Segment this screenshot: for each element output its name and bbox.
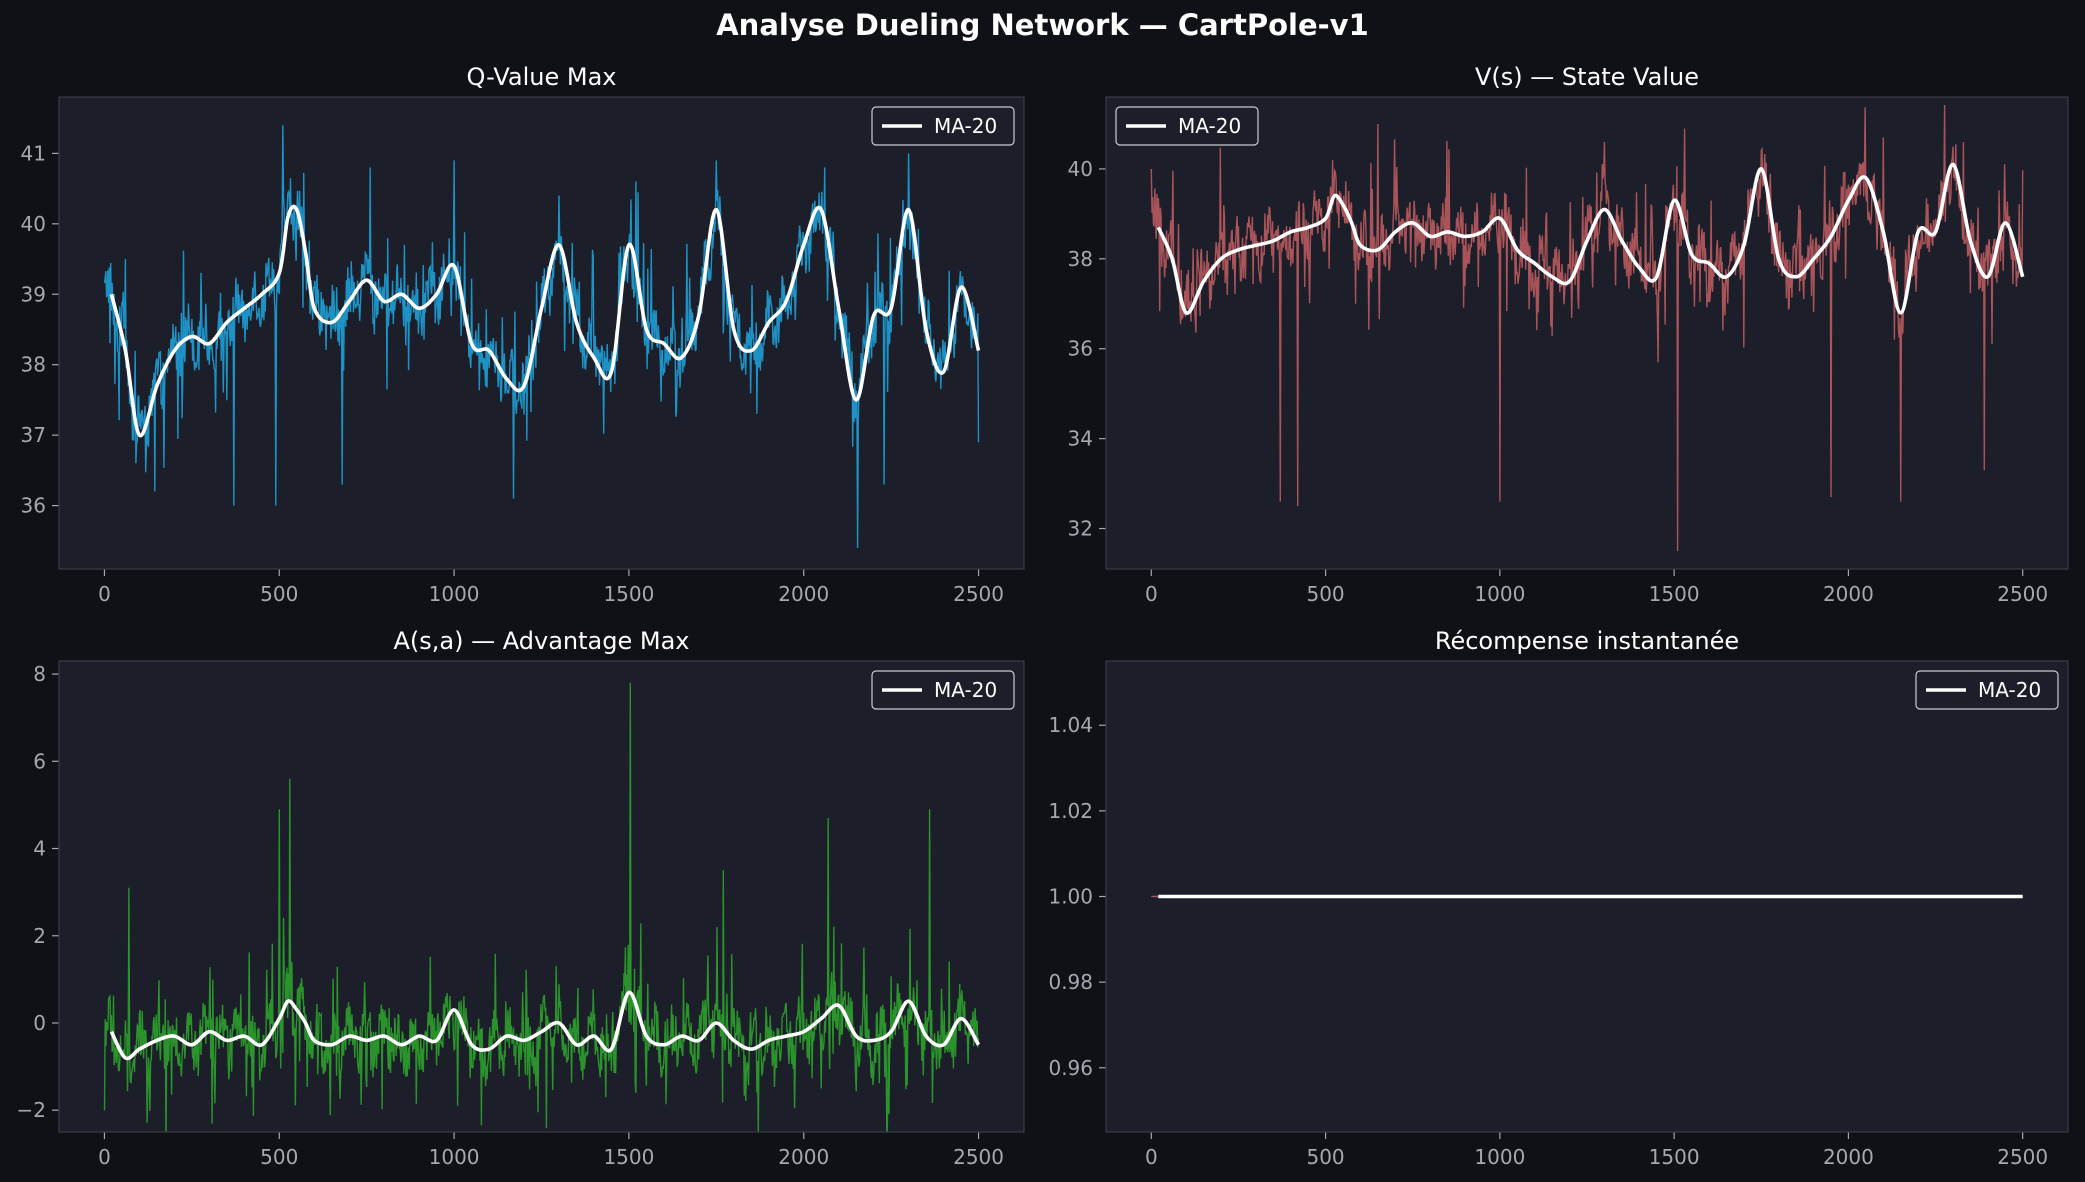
chart-q-value-max: Q-Value Max 0 500 1000 1500 2000 2500 36 37 38 39 4… xyxy=(21,63,1025,606)
chart-v-s-state-value: V(s) — State Value 0 500 1000 1500 2000 2500 32… xyxy=(1068,63,2069,606)
legend-label: MA-20 xyxy=(1978,678,2041,702)
x-tick-label: 2500 xyxy=(953,582,1004,606)
x-tick-label: 1000 xyxy=(429,1145,480,1169)
y-tick-label: 32 xyxy=(1068,517,1093,541)
series-group xyxy=(103,125,981,548)
legend-box xyxy=(871,106,1015,146)
y-tick-label: 8 xyxy=(33,662,46,686)
chart-title: Q-Value Max xyxy=(467,63,617,91)
y-tick-label: 38 xyxy=(21,353,46,377)
x-tick-label: 0 xyxy=(98,582,111,606)
plot-area xyxy=(1106,97,2068,569)
legend-label: MA-20 xyxy=(1178,114,1241,138)
plot-frame xyxy=(58,660,1025,1133)
raw-series-line xyxy=(103,682,980,1132)
x-tick-label: 1500 xyxy=(1649,1145,1700,1169)
series-group xyxy=(103,682,981,1132)
chart-title: Récompense instantanée xyxy=(1435,627,1739,655)
x-tick-label: 500 xyxy=(1306,582,1344,606)
y-tick-label: 38 xyxy=(1068,247,1093,271)
plot-frame xyxy=(1105,96,2069,570)
ma-series-line xyxy=(1156,162,2025,315)
legend: MA-20 xyxy=(871,106,1015,146)
y-tick-label: 36 xyxy=(21,494,46,518)
legend-box xyxy=(1115,106,1259,146)
y-tick-label: 0 xyxy=(33,1011,46,1035)
legend-box xyxy=(1915,670,2059,710)
x-tick-label: 0 xyxy=(1145,582,1158,606)
y-tick-label: 6 xyxy=(33,749,46,773)
y-tick-label: 40 xyxy=(21,212,46,236)
series-group xyxy=(1150,104,2025,552)
legend-label: MA-20 xyxy=(934,114,997,138)
x-tick-label: 2500 xyxy=(1997,582,2048,606)
x-tick-label: 2500 xyxy=(953,1145,1004,1169)
y-tick-label: 41 xyxy=(21,141,46,165)
y-tick-label: 39 xyxy=(21,282,46,306)
raw-series-line xyxy=(103,125,980,548)
ma-series-line xyxy=(109,990,981,1061)
x-tick-label: 2000 xyxy=(778,582,829,606)
x-tick-label: 500 xyxy=(260,582,298,606)
y-tick-label: −2 xyxy=(17,1098,46,1122)
y-tick-label: 1.02 xyxy=(1048,799,1093,823)
plot-frame xyxy=(58,96,1025,570)
x-tick-label: 0 xyxy=(98,1145,111,1169)
chart-r-compense-instantan-e: Récompense instantanée 0 500 1000 1500 2000 25… xyxy=(1048,627,2069,1169)
x-tick-label: 500 xyxy=(1306,1145,1344,1169)
x-tick-label: 2000 xyxy=(1823,1145,1874,1169)
y-tick-label: 34 xyxy=(1068,427,1093,451)
legend: MA-20 xyxy=(1115,106,1259,146)
x-tick-label: 1500 xyxy=(1649,582,1700,606)
chart-a-s-a-advantage-max: A(s,a) — Advantage Max 0 500 1000 1500 2000 25… xyxy=(17,627,1025,1169)
x-tick-label: 2000 xyxy=(778,1145,829,1169)
legend-label: MA-20 xyxy=(934,678,997,702)
chart-title: A(s,a) — Advantage Max xyxy=(394,627,690,655)
plot-frame xyxy=(1105,660,2069,1133)
y-tick-label: 37 xyxy=(21,423,46,447)
y-tick-label: 2 xyxy=(33,924,46,948)
x-tick-label: 0 xyxy=(1145,1145,1158,1169)
y-tick-label: 1.04 xyxy=(1048,713,1093,737)
x-tick-label: 500 xyxy=(260,1145,298,1169)
plot-area xyxy=(59,661,1024,1132)
y-tick-label: 40 xyxy=(1068,157,1093,181)
x-tick-label: 1000 xyxy=(1474,582,1525,606)
x-tick-label: 2500 xyxy=(1997,1145,2048,1169)
y-tick-label: 4 xyxy=(33,837,46,861)
x-tick-label: 1500 xyxy=(603,1145,654,1169)
legend: MA-20 xyxy=(871,670,1015,710)
y-tick-label: 36 xyxy=(1068,337,1093,361)
x-tick-label: 1500 xyxy=(603,582,654,606)
y-tick-label: 0.96 xyxy=(1048,1056,1093,1080)
chart-title: V(s) — State Value xyxy=(1475,63,1699,91)
x-tick-label: 2000 xyxy=(1823,582,1874,606)
ma-series-line xyxy=(109,204,981,438)
figure-title: Analyse Dueling Network — CartPole-v1 xyxy=(716,8,1369,42)
x-tick-label: 1000 xyxy=(429,582,480,606)
y-tick-label: 1.00 xyxy=(1048,885,1093,909)
x-tick-label: 1000 xyxy=(1474,1145,1525,1169)
y-tick-label: 0.98 xyxy=(1048,970,1093,994)
legend-box xyxy=(871,670,1015,710)
legend: MA-20 xyxy=(1915,670,2059,710)
raw-series-line xyxy=(1150,104,2024,552)
